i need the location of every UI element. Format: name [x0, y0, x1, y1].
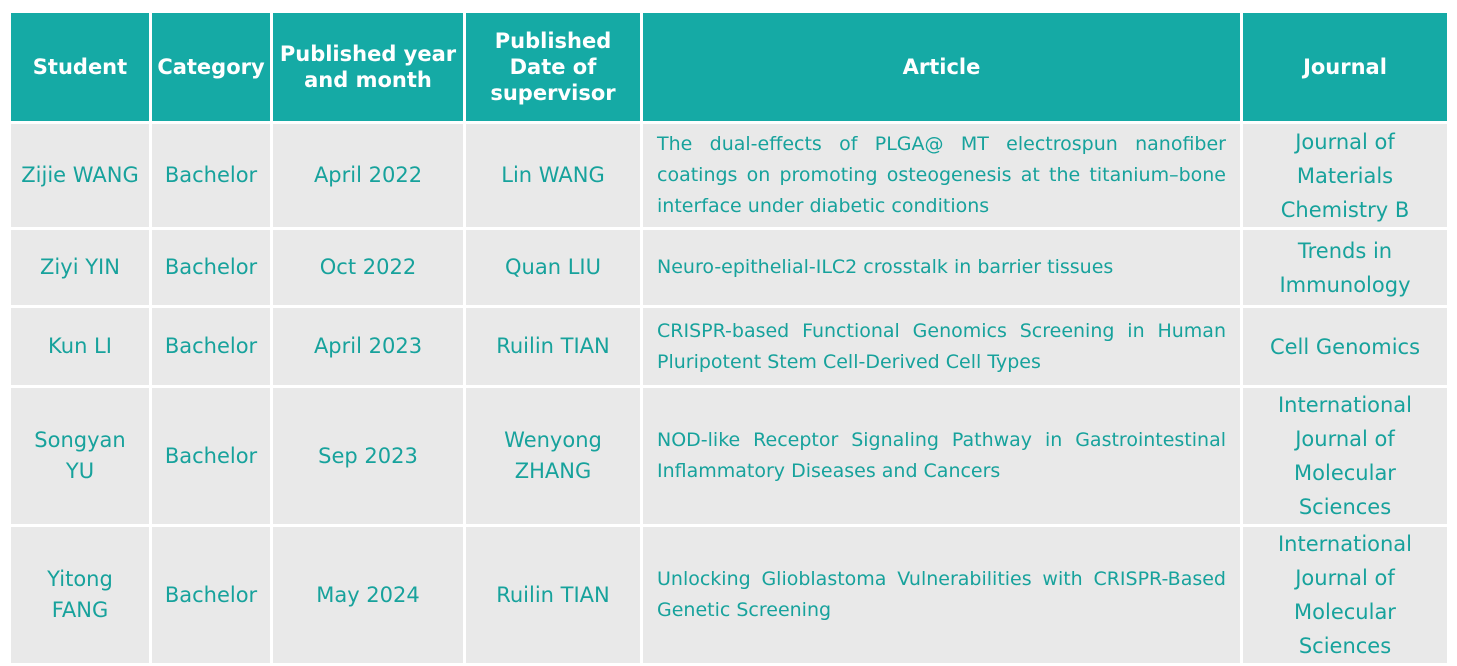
- header-cell: Student: [11, 13, 149, 121]
- table-cell: Sep 2023: [273, 388, 463, 524]
- publication-table: Student Category Published year and month P…: [8, 10, 1450, 666]
- table-cell: Unlocking Glioblastoma Vulnerabilities w…: [643, 527, 1240, 663]
- header-cell: Published year and month: [273, 13, 463, 121]
- table-row: Zijie WANG Bachelor April 2022 Lin WANG The …: [11, 124, 1447, 227]
- table-row: Kun LI Bachelor April 2023 Ruilin TIAN CRISP…: [11, 308, 1447, 385]
- table-cell: Lin WANG: [466, 124, 640, 227]
- table-cell: Oct 2022: [273, 230, 463, 305]
- table-cell: Neuro-epithelial-ILC2 crosstalk in barri…: [643, 230, 1240, 305]
- table-row: Songyan YU Bachelor Sep 2023 Wenyong ZHANG N…: [11, 388, 1447, 524]
- table-cell: April 2022: [273, 124, 463, 227]
- table-cell: Quan LIU: [466, 230, 640, 305]
- table-cell: International Journal of Molecular Scien…: [1243, 527, 1447, 663]
- table-cell: International Journal of Molecular Scien…: [1243, 388, 1447, 524]
- table-cell: Bachelor: [152, 308, 270, 385]
- table-cell: May 2024: [273, 527, 463, 663]
- table-cell: Ziyi YIN: [11, 230, 149, 305]
- table-cell: Bachelor: [152, 388, 270, 524]
- table-cell: Songyan YU: [11, 388, 149, 524]
- table-cell: Wenyong ZHANG: [466, 388, 640, 524]
- table-cell: Ruilin TIAN: [466, 527, 640, 663]
- header-cell: Category: [152, 13, 270, 121]
- table-cell: NOD-like Receptor Signaling Pathway in G…: [643, 388, 1240, 524]
- table-cell: Kun LI: [11, 308, 149, 385]
- table-cell: Journal of Materials Chemistry B: [1243, 124, 1447, 227]
- table-cell: The dual-effects of PLGA@ MT electrospun…: [643, 124, 1240, 227]
- table-cell: April 2023: [273, 308, 463, 385]
- header-cell: Article: [643, 13, 1240, 121]
- table-cell: Bachelor: [152, 124, 270, 227]
- table-cell: Zijie WANG: [11, 124, 149, 227]
- header-cell: Published Date of supervisor: [466, 13, 640, 121]
- table-cell: Yitong FANG: [11, 527, 149, 663]
- table-cell: Bachelor: [152, 230, 270, 305]
- header-cell: Journal: [1243, 13, 1447, 121]
- table-cell: Bachelor: [152, 527, 270, 663]
- table-cell: CRISPR-based Functional Genomics Screeni…: [643, 308, 1240, 385]
- table-row: Ziyi YIN Bachelor Oct 2022 Quan LIU Neuro-ep…: [11, 230, 1447, 305]
- header-row: Student Category Published year and month P…: [11, 13, 1447, 121]
- table-cell: Cell Genomics: [1243, 308, 1447, 385]
- table-cell: Trends in Immunology: [1243, 230, 1447, 305]
- table-cell: Ruilin TIAN: [466, 308, 640, 385]
- table-row: Yitong FANG Bachelor May 2024 Ruilin TIAN Un…: [11, 527, 1447, 663]
